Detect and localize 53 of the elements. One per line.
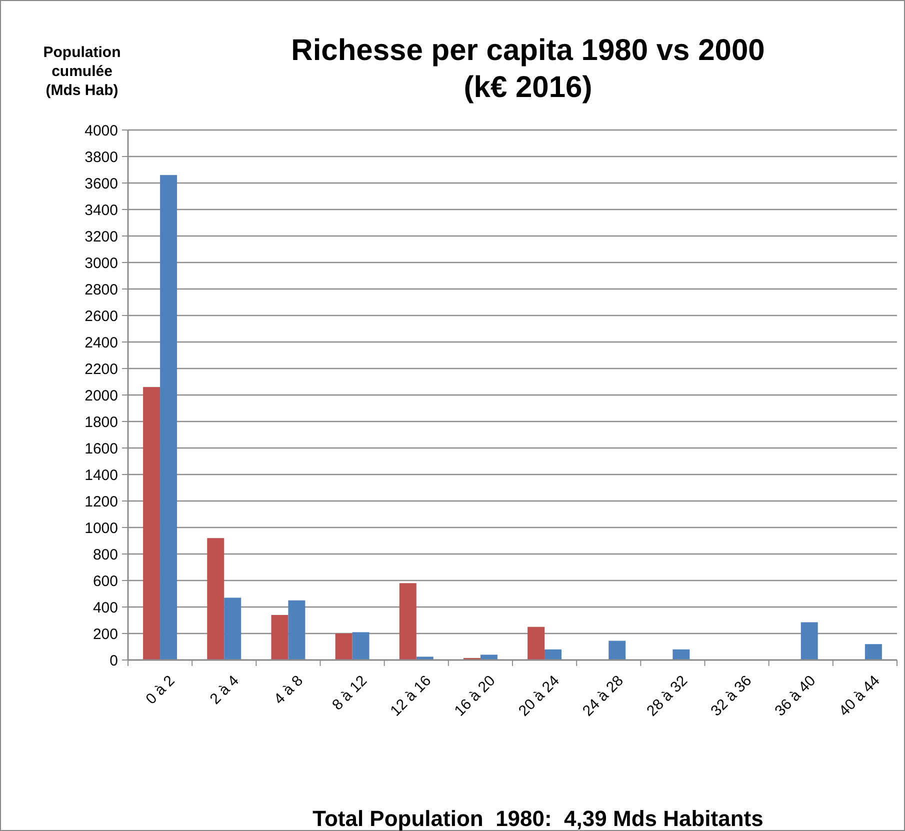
bar	[335, 634, 352, 660]
x-tick-label: 12 à 16	[387, 672, 435, 720]
y-tick-label: 1800	[84, 414, 118, 431]
y-tick-label: 0	[110, 652, 118, 670]
y-tick-label: 200	[92, 626, 118, 643]
y-tick-label: 1400	[84, 466, 118, 484]
y-tick-label: 600	[92, 572, 118, 590]
y-tick-label: 4000	[84, 122, 118, 140]
x-tick-label: 16 à 20	[451, 672, 499, 720]
text: Total Population 1980: 4,39 Mds Habitants	[312, 806, 764, 831]
y-tick-label: 2000	[84, 387, 118, 404]
bar	[224, 598, 242, 660]
chart-title: Richesse per capita 1980 vs 2000 (k€ 2016)	[291, 34, 765, 104]
bar	[864, 644, 882, 660]
x-tick-label: 40 à 44	[836, 672, 884, 720]
y-tick-label: 3600	[84, 175, 118, 192]
bar	[528, 626, 545, 660]
bar	[544, 649, 562, 660]
x-tick-label: 36 à 40	[772, 672, 820, 720]
bar	[672, 649, 690, 660]
y-tick-label: 3400	[84, 202, 118, 219]
y-tick-label: 3800	[84, 148, 118, 166]
bar	[160, 175, 178, 660]
y-tick-label: 800	[92, 546, 118, 564]
x-tick-label: 32 à 36	[708, 672, 756, 720]
y-tick-label: 1200	[84, 493, 118, 510]
bar	[800, 622, 818, 660]
x-tick-label: 8 à 12	[329, 672, 371, 714]
y-tick-label: 1600	[84, 440, 118, 458]
x-tick-label: 4 à 8	[270, 672, 306, 708]
y-tick-label: 2800	[84, 281, 118, 298]
y-tick-label: 2400	[84, 334, 118, 352]
bar	[288, 600, 306, 660]
y-tick-label: 2600	[84, 308, 118, 325]
y-axis-title: Population cumulée (Mds Hab)	[43, 44, 121, 99]
bar	[416, 656, 434, 660]
y-tick-label: 2200	[84, 360, 118, 378]
x-tick-label: 2 à 4	[206, 672, 242, 708]
bar	[271, 614, 288, 660]
bar	[207, 538, 224, 660]
bar	[480, 654, 498, 660]
y-tick-label: 1000	[84, 520, 118, 537]
bar	[399, 583, 416, 660]
x-tick-label: 24 à 28	[579, 672, 627, 720]
x-tick-label: 0 à 2	[142, 672, 178, 708]
y-tick-label: 3000	[84, 254, 118, 272]
bar	[143, 387, 160, 660]
x-tick-label: 28 à 32	[644, 672, 691, 720]
y-tick-label: 400	[92, 599, 118, 616]
x-tick-label: 20 à 24	[515, 672, 563, 720]
bar	[608, 640, 626, 660]
bar	[352, 632, 370, 660]
y-tick-label: 3200	[84, 228, 118, 246]
